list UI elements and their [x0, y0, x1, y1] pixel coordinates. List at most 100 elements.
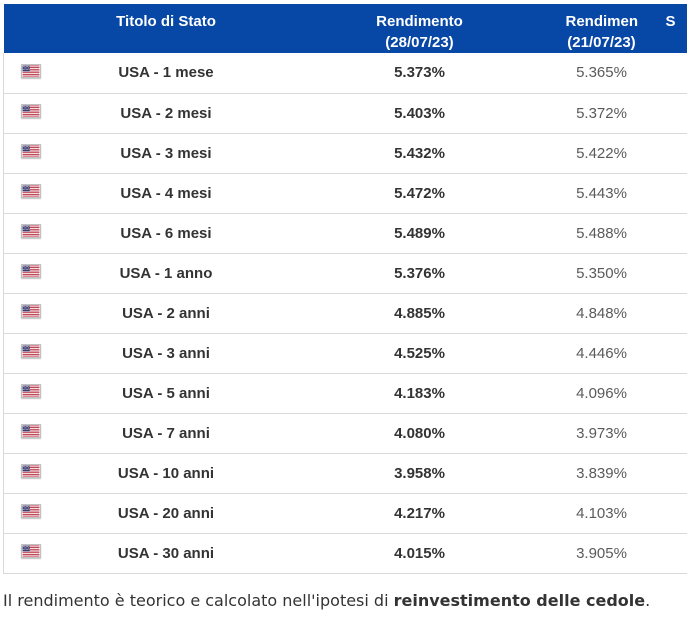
us-flag-icon — [21, 144, 41, 158]
bond-name: USA - 7 anni — [58, 413, 274, 454]
table-row: USA - 2 anni 4.885% 4.848% — [3, 293, 687, 334]
table-row: USA - 5 anni 4.183% 4.096% — [3, 373, 687, 414]
table-row: USA - 4 mesi 5.472% 5.443% — [3, 173, 687, 214]
table-row: USA - 10 anni 3.958% 3.839% — [3, 453, 687, 494]
table-row: USA - 1 mese 5.373% 5.365% — [3, 53, 687, 94]
table-row: USA - 3 mesi 5.432% 5.422% — [3, 133, 687, 174]
bond-yield-table: Titolo di Stato Rendimento (28/07/23) Re… — [3, 4, 687, 574]
bond-name: USA - 30 anni — [58, 533, 274, 574]
truncated-cell — [637, 173, 687, 214]
yield-previous: 5.365% — [565, 53, 638, 94]
bond-name: USA - 20 anni — [58, 493, 274, 534]
footnote: Il rendimento è teorico e calcolato nell… — [3, 591, 690, 610]
bond-name: USA - 2 anni — [58, 293, 274, 334]
flag-cell — [3, 93, 59, 134]
us-flag-icon — [21, 424, 41, 438]
yield-previous: 4.096% — [565, 373, 638, 414]
truncated-cell — [637, 373, 687, 414]
flag-cell — [3, 173, 59, 214]
truncated-cell — [637, 333, 687, 374]
yield-previous: 5.350% — [565, 253, 638, 294]
table-row: USA - 30 anni 4.015% 3.905% — [3, 533, 687, 574]
flag-cell — [3, 493, 59, 534]
yield-current: 5.403% — [273, 93, 566, 134]
yield-current: 5.432% — [273, 133, 566, 174]
header-row: Titolo di Stato Rendimento (28/07/23) Re… — [3, 4, 687, 53]
flag-cell — [3, 453, 59, 494]
header-rendimento-current: Rendimento (28/07/23) — [273, 4, 566, 53]
us-flag-icon — [21, 464, 41, 478]
truncated-cell — [637, 53, 687, 94]
yield-current: 4.885% — [273, 293, 566, 334]
footnote-text: Il rendimento è teorico e calcolato nell… — [3, 590, 394, 610]
us-flag-icon — [21, 544, 41, 558]
bond-name: USA - 3 mesi — [58, 133, 274, 174]
flag-cell — [3, 333, 59, 374]
table-body: USA - 1 mese 5.373% 5.365% USA - 2 mesi … — [3, 53, 687, 574]
header-rendimento-previous-date: (21/07/23) — [567, 34, 636, 51]
truncated-cell — [637, 213, 687, 254]
bond-name: USA - 5 anni — [58, 373, 274, 414]
us-flag-icon — [21, 384, 41, 398]
truncated-cell — [637, 253, 687, 294]
yield-current: 5.373% — [273, 53, 566, 94]
table-row: USA - 7 anni 4.080% 3.973% — [3, 413, 687, 454]
table-row: USA - 3 anni 4.525% 4.446% — [3, 333, 687, 374]
truncated-cell — [637, 493, 687, 534]
yield-current: 5.472% — [273, 173, 566, 214]
bond-name: USA - 4 mesi — [58, 173, 274, 214]
header-rendimento-previous: Rendimento (21/07/23) — [565, 4, 638, 53]
footnote-bold-text: reinvestimento delle cedole — [393, 590, 646, 610]
header-rendimento-previous-label: Rendimento — [565, 13, 638, 30]
header-rendimento-current-date: (28/07/23) — [385, 34, 454, 51]
truncated-cell — [637, 533, 687, 574]
yield-previous: 5.443% — [565, 173, 638, 214]
flag-cell — [3, 413, 59, 454]
bond-name: USA - 3 anni — [58, 333, 274, 374]
yield-current: 4.217% — [273, 493, 566, 534]
bond-name: USA - 1 anno — [58, 253, 274, 294]
bond-name: USA - 1 mese — [58, 53, 274, 94]
yield-previous: 5.488% — [565, 213, 638, 254]
yield-previous: 4.848% — [565, 293, 638, 334]
yield-previous: 3.973% — [565, 413, 638, 454]
bond-name: USA - 2 mesi — [58, 93, 274, 134]
us-flag-icon — [21, 304, 41, 318]
yield-previous: 4.103% — [565, 493, 638, 534]
table-row: USA - 2 mesi 5.403% 5.372% — [3, 93, 687, 134]
table-header: Titolo di Stato Rendimento (28/07/23) Re… — [3, 4, 687, 53]
flag-cell — [3, 133, 59, 174]
yield-current: 5.376% — [273, 253, 566, 294]
flag-cell — [3, 213, 59, 254]
yield-previous: 5.372% — [565, 93, 638, 134]
table-row: USA - 6 mesi 5.489% 5.488% — [3, 213, 687, 254]
yield-current: 4.525% — [273, 333, 566, 374]
yield-current: 3.958% — [273, 453, 566, 494]
us-flag-icon — [21, 264, 41, 278]
flag-cell — [3, 533, 59, 574]
yield-previous: 5.422% — [565, 133, 638, 174]
yield-previous: 3.905% — [565, 533, 638, 574]
us-flag-icon — [21, 64, 41, 78]
yield-current: 4.080% — [273, 413, 566, 454]
header-titolo-di-stato: Titolo di Stato — [58, 4, 274, 53]
yield-previous: 4.446% — [565, 333, 638, 374]
bond-name: USA - 10 anni — [58, 453, 274, 494]
us-flag-icon — [21, 504, 41, 518]
footnote-period: . — [645, 590, 651, 610]
truncated-cell — [637, 413, 687, 454]
us-flag-icon — [21, 224, 41, 238]
header-rendimento-current-label: Rendimento — [376, 13, 463, 30]
table-row: USA - 20 anni 4.217% 4.103% — [3, 493, 687, 534]
truncated-cell — [637, 133, 687, 174]
truncated-cell — [637, 93, 687, 134]
header-truncated-column: S — [637, 4, 687, 53]
yield-previous: 3.839% — [565, 453, 638, 494]
flag-cell — [3, 53, 59, 94]
table-row: USA - 1 anno 5.376% 5.350% — [3, 253, 687, 294]
flag-cell — [3, 373, 59, 414]
flag-cell — [3, 253, 59, 294]
us-flag-icon — [21, 344, 41, 358]
header-flag-column — [3, 4, 59, 53]
